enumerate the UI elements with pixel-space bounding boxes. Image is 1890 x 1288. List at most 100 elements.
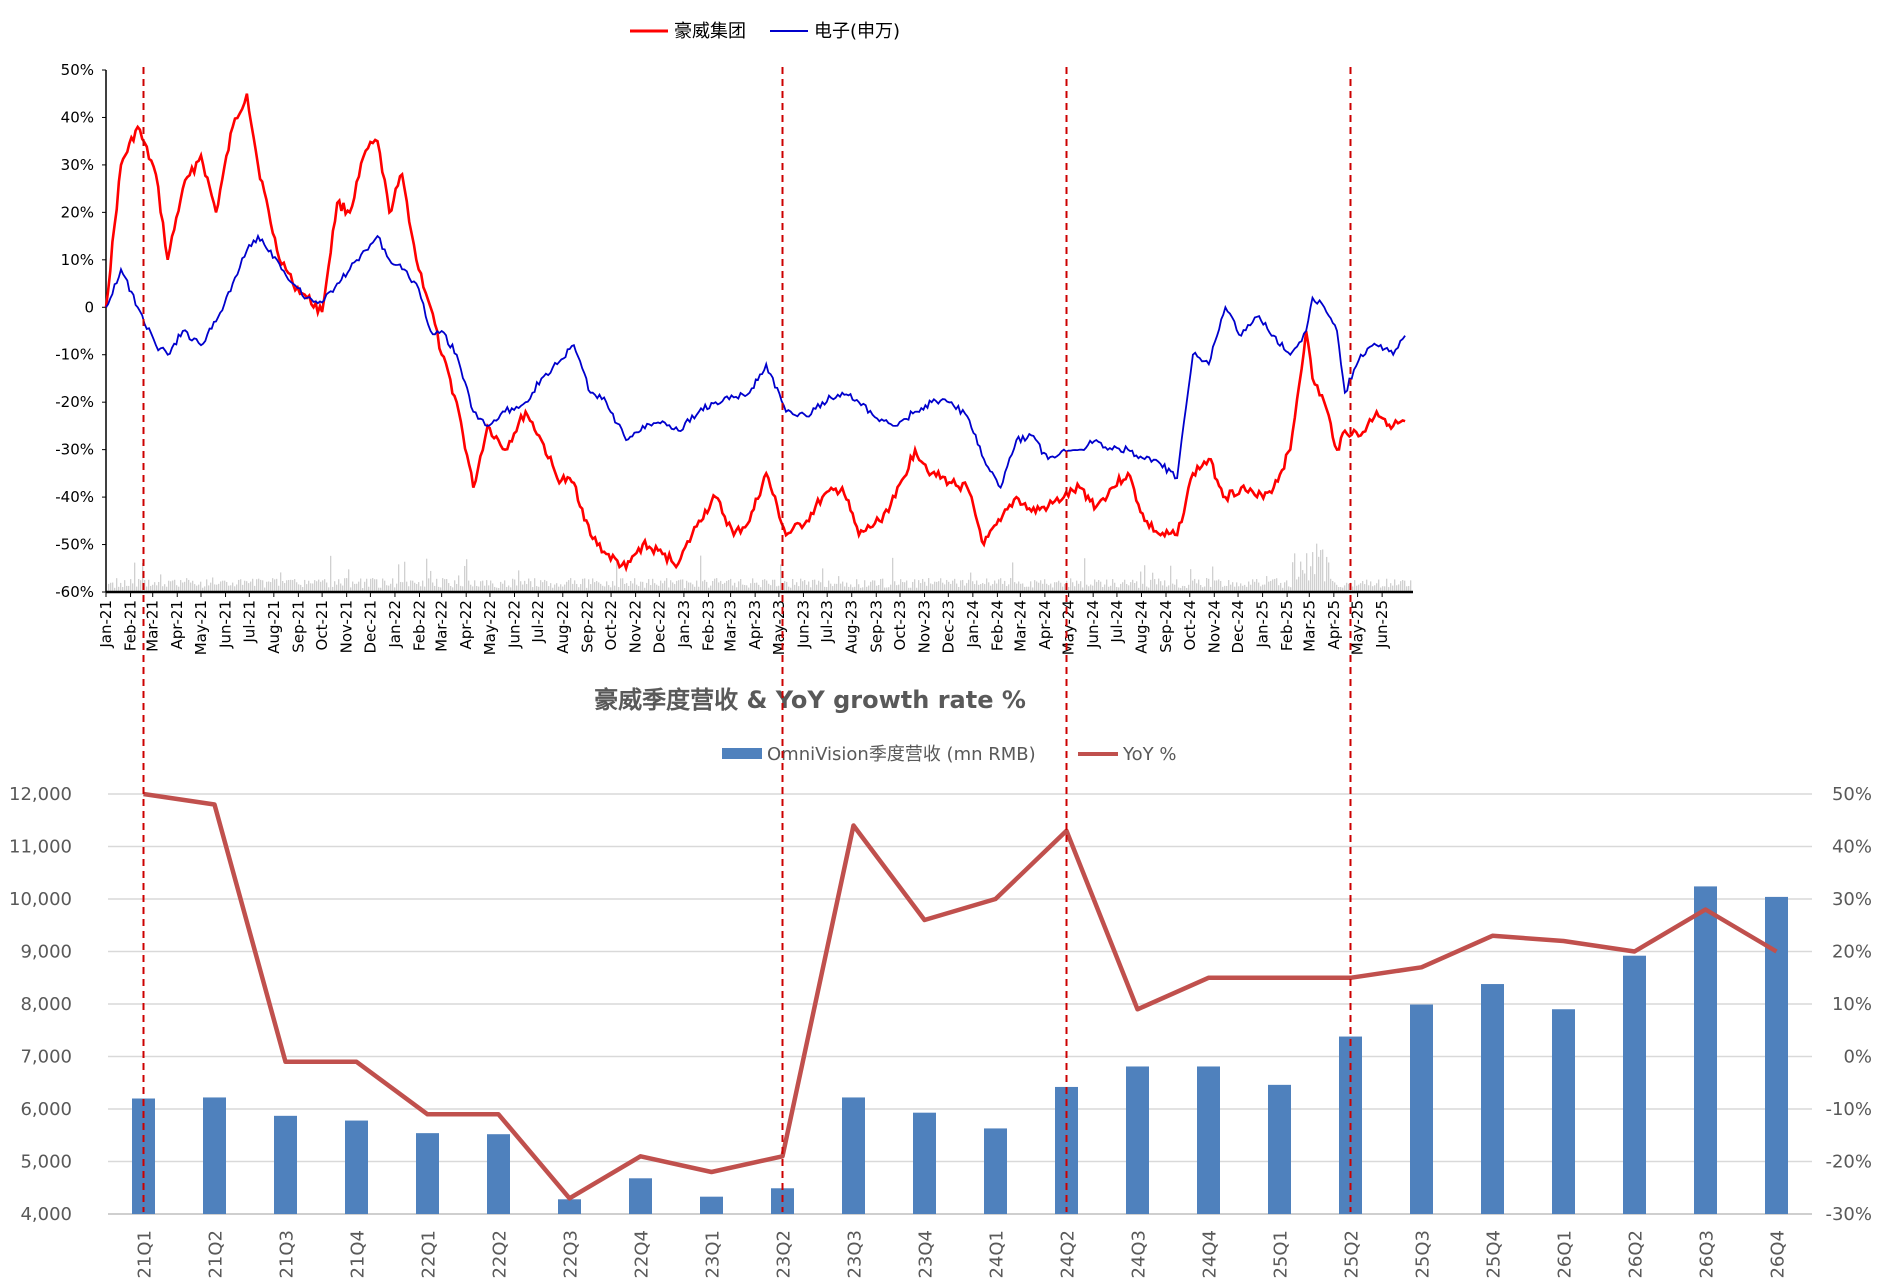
volume-bar	[1022, 583, 1024, 592]
volume-bar	[1392, 585, 1394, 592]
volume-bar	[196, 585, 198, 592]
volume-bar	[124, 580, 126, 592]
volume-bar	[1202, 587, 1204, 592]
top-y-tick-label: 30%	[61, 156, 94, 174]
volume-bar	[924, 581, 926, 592]
volume-bar	[486, 580, 488, 592]
volume-bar	[1008, 584, 1010, 592]
top-y-tick-label: 10%	[61, 251, 94, 269]
bottom-y-right-tick-label: 50%	[1832, 784, 1872, 805]
volume-bar	[686, 580, 688, 592]
volume-bar	[346, 578, 348, 592]
volume-bar	[266, 581, 268, 592]
volume-bar	[252, 578, 254, 592]
volume-bar	[1002, 583, 1004, 592]
volume-bar	[1160, 581, 1162, 592]
top-x-tick-label: Jan-22	[386, 600, 404, 649]
volume-bar	[1362, 581, 1364, 592]
top-x-tick-label: Jun-25	[1373, 600, 1391, 649]
volume-bar	[1332, 580, 1334, 592]
volume-bar	[1356, 585, 1358, 592]
volume-bar	[952, 580, 954, 592]
bottom-x-tick-label: 24Q1	[987, 1230, 1008, 1279]
top-x-tick-label: Oct-24	[1181, 600, 1199, 650]
volume-bar	[502, 583, 504, 592]
volume-bar	[712, 581, 714, 592]
revenue-bar	[274, 1115, 297, 1214]
volume-bar	[748, 587, 750, 592]
top-x-tick-label: Aug-24	[1132, 600, 1150, 654]
top-x-tick-label: Jun-21	[217, 600, 235, 649]
bottom-y-right-tick-label: 40%	[1832, 837, 1872, 858]
top-x-tick-label: Nov-23	[916, 600, 934, 653]
volume-bar	[1084, 558, 1086, 592]
volume-bar	[574, 580, 576, 592]
volume-bar	[320, 581, 322, 592]
volume-bar	[990, 585, 992, 592]
volume-bar	[326, 582, 328, 592]
volume-bar	[698, 586, 700, 592]
volume-bar	[370, 578, 372, 592]
volume-bar	[242, 584, 244, 592]
legend-label-haowei: 豪威集团	[674, 21, 746, 42]
volume-bar	[520, 581, 522, 592]
top-x-tick-label: Mar-25	[1300, 600, 1318, 652]
volume-bar	[968, 579, 970, 592]
volume-bar	[1294, 553, 1296, 592]
volume-bar	[958, 586, 960, 592]
volume-bar	[162, 586, 164, 592]
volume-bar	[772, 579, 774, 592]
volume-bar	[164, 584, 166, 592]
series-line-haowei	[104, 93, 1406, 573]
volume-bar	[1390, 583, 1392, 592]
bottom-y-left-tick-label: 4,000	[20, 1204, 72, 1225]
volume-bar	[286, 580, 288, 592]
volume-bar	[640, 581, 642, 592]
volume-bar	[262, 580, 264, 592]
volume-bar	[516, 585, 518, 592]
volume-bar	[1376, 583, 1378, 592]
volume-bar	[1364, 584, 1366, 592]
volume-bar	[428, 578, 430, 592]
volume-bar	[1316, 543, 1318, 592]
volume-bar	[318, 579, 320, 592]
volume-bar	[550, 583, 552, 592]
volume-bar	[1226, 585, 1228, 592]
volume-bar	[1046, 583, 1048, 592]
top-x-tick-label: Mar-22	[433, 600, 451, 652]
volume-bar	[1082, 587, 1084, 592]
volume-bar	[1264, 584, 1266, 592]
volume-bar	[948, 581, 950, 592]
volume-bar	[708, 587, 710, 592]
volume-bar	[1136, 581, 1138, 592]
volume-bar	[986, 578, 988, 592]
volume-bar	[662, 583, 664, 592]
volume-bar	[598, 582, 600, 592]
bottom-x-tick-label: 26Q3	[1697, 1230, 1718, 1279]
volume-bar	[884, 587, 886, 592]
volume-bar	[862, 587, 864, 592]
volume-bar	[300, 584, 302, 592]
volume-bar	[446, 579, 448, 592]
volume-bar	[1282, 587, 1284, 592]
bottom-legend: OmniVision季度营收 (mn RMB) YoY %	[722, 744, 1176, 765]
volume-bar	[802, 581, 804, 592]
volume-bar	[1154, 579, 1156, 592]
volume-bar	[416, 584, 418, 592]
volume-bar	[874, 580, 876, 592]
volume-bar	[418, 582, 420, 592]
volume-bar	[518, 570, 520, 592]
volume-bar	[1070, 578, 1072, 592]
volume-bar	[398, 564, 400, 592]
volume-bar	[250, 581, 252, 592]
volume-bar	[826, 587, 828, 592]
volume-bar	[208, 585, 210, 592]
volume-bar	[680, 579, 682, 592]
volume-bar	[1120, 583, 1122, 592]
volume-bar	[882, 578, 884, 592]
volume-bar	[128, 585, 130, 592]
bottom-y-right-tick-label: 20%	[1832, 942, 1872, 963]
volume-bar	[824, 586, 826, 592]
volume-bar	[1278, 585, 1280, 592]
volume-bar	[682, 579, 684, 592]
